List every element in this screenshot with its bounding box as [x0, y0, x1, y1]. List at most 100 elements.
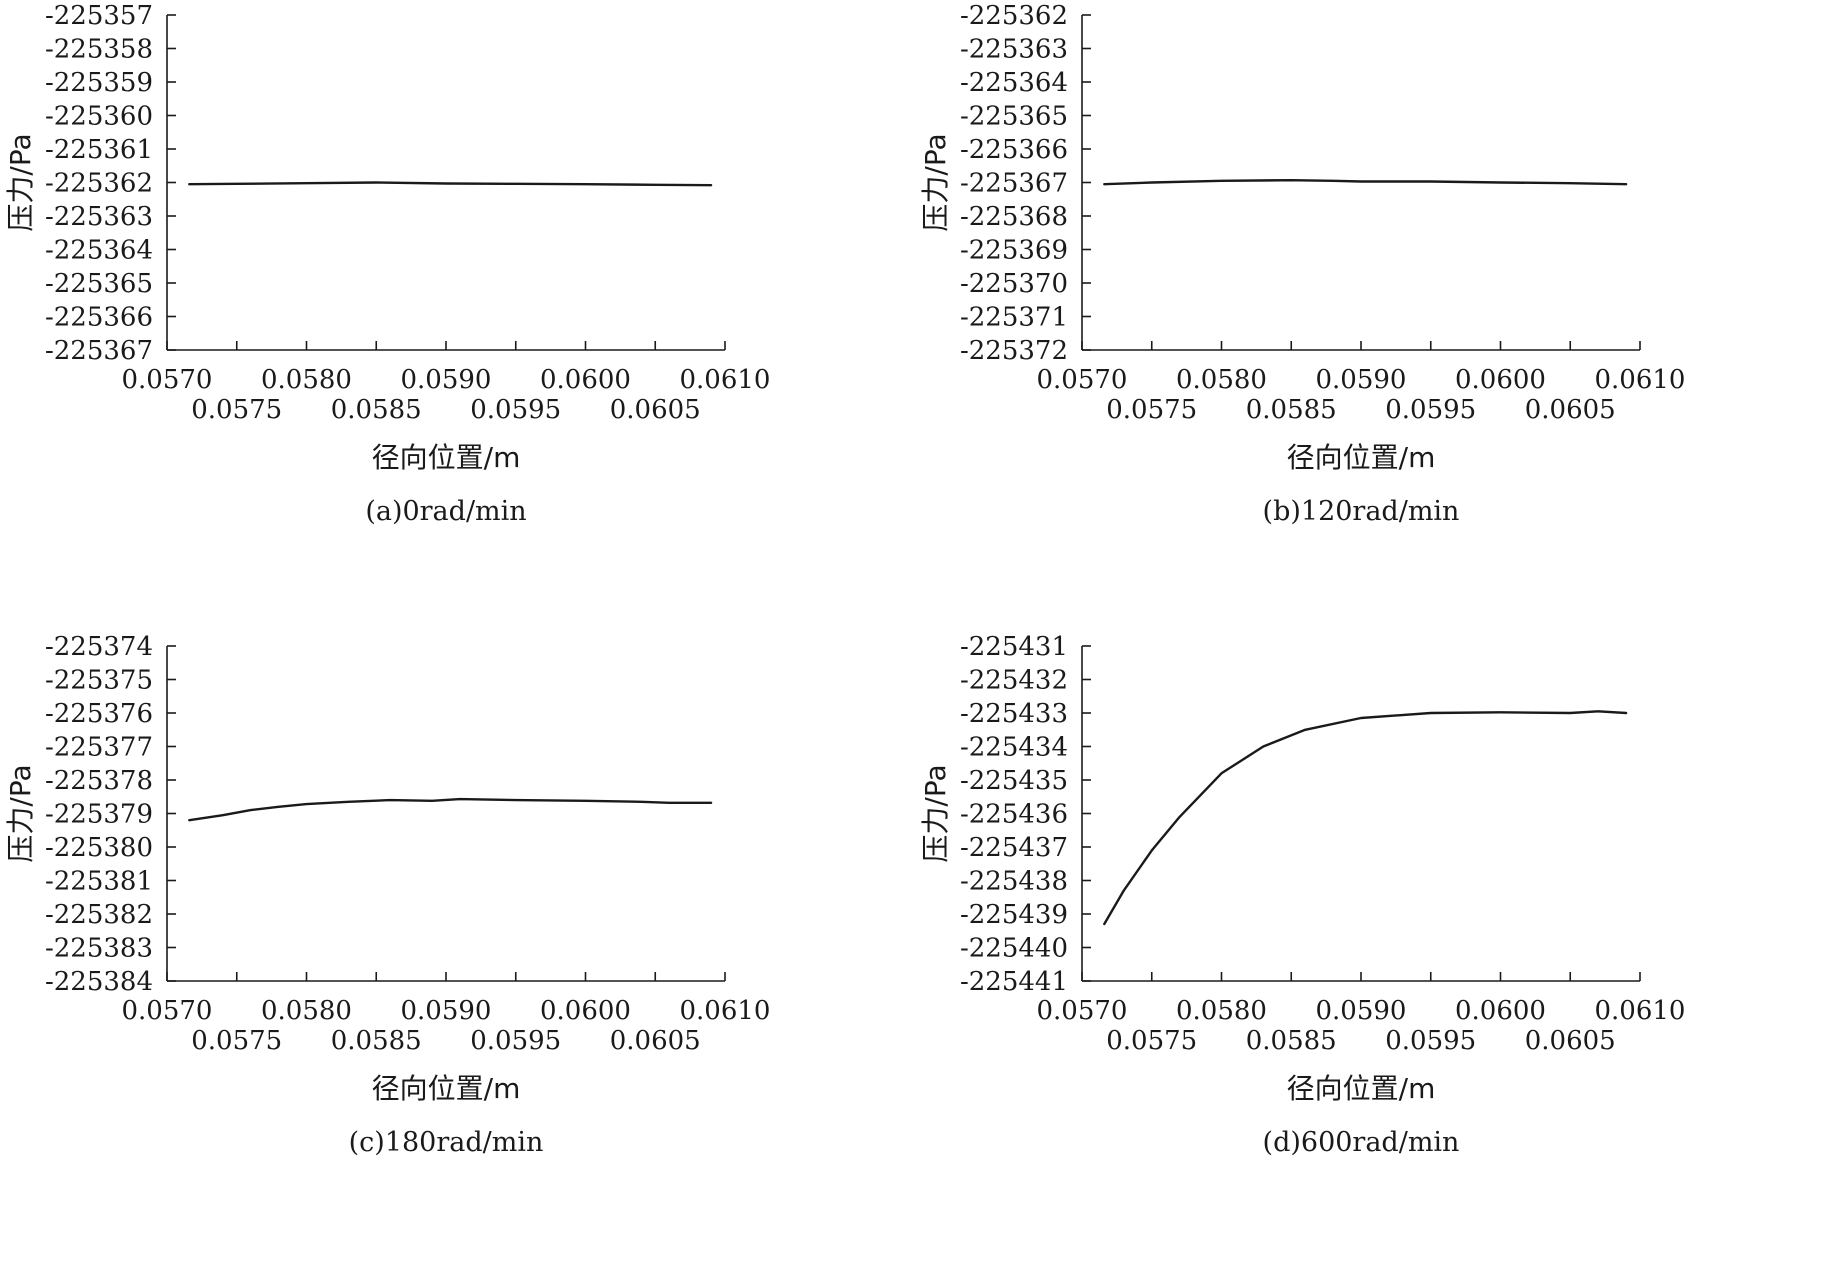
x-tick-label: 0.0570 — [122, 365, 213, 395]
y-tick-label: -225432 — [960, 666, 1068, 696]
x-tick-label: 0.0590 — [401, 996, 492, 1026]
chart-svg: -225357 -225358-225359 -225360-225361 -2253… — [4, 1, 771, 527]
y-tick-label: -225438 — [960, 867, 1068, 897]
chart-caption: (b)120rad/min — [1263, 496, 1460, 527]
x-tick-label: 0.0570 — [122, 996, 213, 1026]
chart-svg: -225374 -225375-225376 -225377-225378 -2253… — [4, 632, 771, 1158]
y-tick-label: -225370 — [960, 269, 1068, 299]
x-tick-label: 0.0600 — [540, 996, 631, 1026]
chart-panel: -225374 -225375 -225376 -225377 -225378 -2253… — [0, 631, 915, 1262]
y-tick-label: -225364 — [45, 236, 153, 266]
x-tick-label: 0.0610 — [680, 996, 771, 1026]
series-line — [1103, 178, 1628, 186]
x-tick-label: 0.0590 — [1316, 996, 1407, 1026]
chart-caption: (d)600rad/min — [1263, 1127, 1460, 1158]
y-tick-label: -225372 — [960, 336, 1068, 366]
x-tick-label: 0.0580 — [1176, 365, 1267, 395]
y-tick-label: -225440 — [960, 934, 1068, 964]
x-tick-label: 0.0605 — [1525, 395, 1616, 425]
y-tick-label: -225435 — [960, 766, 1068, 796]
x-tick-label: 0.0580 — [1176, 996, 1267, 1026]
y-axis-title: 压力/Pa — [919, 133, 952, 231]
x-tick-label: 0.0585 — [331, 1026, 422, 1056]
y-tick-label: -225360 — [45, 102, 153, 132]
y-tick-label: -225364 — [960, 68, 1068, 98]
x-tick-label: 0.0575 — [191, 1026, 282, 1056]
series-line — [188, 797, 713, 822]
x-tick-label: 0.0595 — [470, 1026, 561, 1056]
x-tick-label: 0.0610 — [680, 365, 771, 395]
y-tick-label: -225362 — [45, 169, 153, 199]
x-tick-label: 0.0590 — [1316, 365, 1407, 395]
y-tick-label: -225380 — [45, 833, 153, 863]
x-tick-label: 0.0585 — [331, 395, 422, 425]
x-tick-label: 0.0575 — [1106, 1026, 1197, 1056]
x-tick-label: 0.0575 — [1106, 395, 1197, 425]
y-tick-label: -225374 — [45, 632, 153, 662]
x-axis-title: 径向位置/m — [1287, 1072, 1436, 1105]
y-tick-label: -225383 — [45, 934, 153, 964]
y-tick-label: -225357 — [45, 1, 153, 31]
y-tick-label: -225377 — [45, 733, 153, 763]
x-tick-label: 0.0605 — [610, 1026, 701, 1056]
x-tick-label: 0.0610 — [1595, 996, 1686, 1026]
x-tick-label: 0.0590 — [401, 365, 492, 395]
y-tick-label: -225441 — [960, 967, 1068, 997]
x-tick-label: 0.0610 — [1595, 365, 1686, 395]
chart-panel: -225362 -225363 -225364 -225365 -225366 -2253… — [915, 0, 1830, 631]
chart-svg: -225362 -225363-225364 -225365-225366 -2253… — [919, 1, 1686, 527]
chart-caption: (a)0rad/min — [365, 496, 526, 527]
y-tick-label: -225358 — [45, 35, 153, 65]
x-tick-label: 0.0570 — [1037, 365, 1128, 395]
y-tick-label: -225363 — [960, 35, 1068, 65]
y-tick-label: -225431 — [960, 632, 1068, 662]
x-tick-label: 0.0580 — [261, 996, 352, 1026]
y-tick-label: -225365 — [45, 269, 153, 299]
y-tick-label: -225362 — [960, 1, 1068, 31]
y-tick-label: -225437 — [960, 833, 1068, 863]
chart-caption: (c)180rad/min — [349, 1127, 544, 1158]
x-axis-title: 径向位置/m — [372, 441, 521, 474]
y-tick-label: -225363 — [45, 202, 153, 232]
y-tick-label: -225366 — [45, 303, 153, 333]
y-tick-label: -225378 — [45, 766, 153, 796]
y-tick-label: -225365 — [960, 102, 1068, 132]
y-tick-label: -225359 — [45, 68, 153, 98]
y-tick-label: -225434 — [960, 733, 1068, 763]
x-tick-label: 0.0600 — [540, 365, 631, 395]
y-tick-label: -225371 — [960, 303, 1068, 333]
y-tick-label: -225433 — [960, 699, 1068, 729]
x-tick-label: 0.0580 — [261, 365, 352, 395]
y-tick-label: -225367 — [45, 336, 153, 366]
series-line — [188, 181, 713, 187]
x-axis-title: 径向位置/m — [1287, 441, 1436, 474]
y-axis-title: 压力/Pa — [919, 764, 952, 862]
y-tick-label: -225382 — [45, 900, 153, 930]
chart-panel: -225357 -225358 -225359 -225360 -225361 -2253… — [0, 0, 915, 631]
x-tick-label: 0.0585 — [1246, 1026, 1337, 1056]
y-tick-label: -225367 — [960, 169, 1068, 199]
series-line — [1103, 710, 1628, 926]
x-tick-label: 0.0600 — [1455, 996, 1546, 1026]
y-tick-label: -225361 — [45, 135, 153, 165]
y-tick-label: -225366 — [960, 135, 1068, 165]
y-tick-label: -225381 — [45, 867, 153, 897]
y-tick-label: -225439 — [960, 900, 1068, 930]
x-tick-label: 0.0570 — [1037, 996, 1128, 1026]
y-axis-title: 压力/Pa — [4, 133, 37, 231]
x-tick-label: 0.0595 — [1385, 1026, 1476, 1056]
x-axis-title: 径向位置/m — [372, 1072, 521, 1105]
x-tick-label: 0.0595 — [1385, 395, 1476, 425]
x-tick-label: 0.0600 — [1455, 365, 1546, 395]
x-tick-label: 0.0605 — [610, 395, 701, 425]
chart-svg: -225431 -225432-225433 -225434-225435 -2254… — [919, 632, 1686, 1158]
chart-panel: -225431 -225432 -225433 -225434 -225435 -2254… — [915, 631, 1830, 1262]
y-tick-label: -225368 — [960, 202, 1068, 232]
x-tick-label: 0.0595 — [470, 395, 561, 425]
y-axis-title: 压力/Pa — [4, 764, 37, 862]
x-tick-label: 0.0585 — [1246, 395, 1337, 425]
y-tick-label: -225375 — [45, 666, 153, 696]
y-tick-label: -225369 — [960, 236, 1068, 266]
y-tick-label: -225436 — [960, 800, 1068, 830]
